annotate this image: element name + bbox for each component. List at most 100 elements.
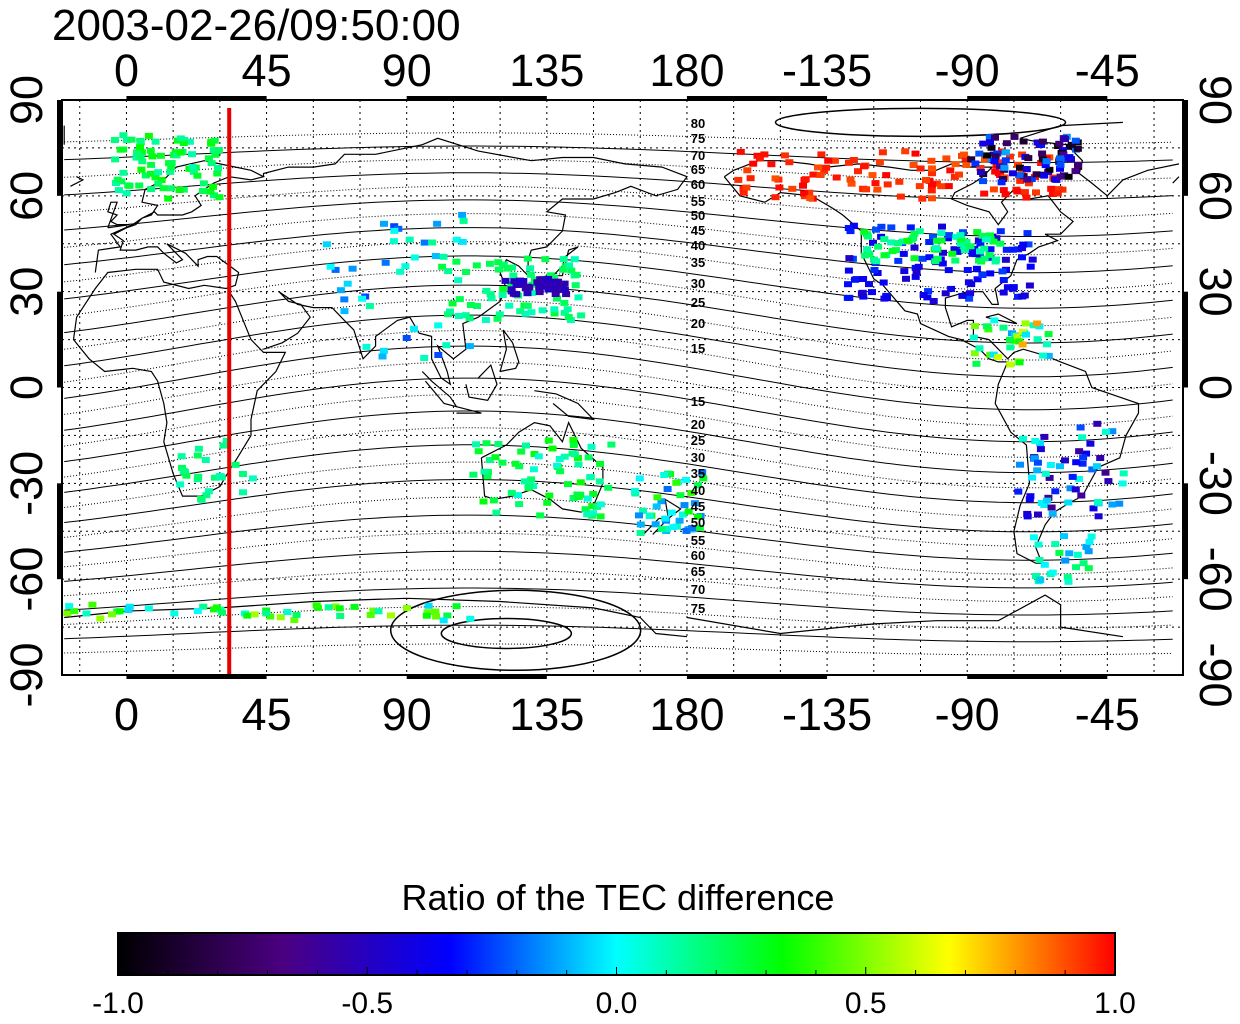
tec-pixel	[989, 238, 998, 245]
tec-pixel	[788, 185, 797, 192]
tec-pixel	[489, 497, 498, 504]
tec-pixel	[849, 222, 858, 229]
tec-pixel	[942, 155, 951, 162]
frame-bar-top	[967, 96, 1108, 101]
contour-line	[64, 314, 1173, 378]
contour-line	[64, 361, 1173, 427]
tec-pixel	[574, 461, 583, 468]
tec-pixel	[865, 251, 874, 258]
tec-pixel	[1003, 284, 1012, 291]
tec-pixel	[1048, 191, 1057, 197]
tec-pixel	[1079, 560, 1088, 567]
tec-pixel	[879, 279, 888, 286]
frame-tick-bars	[57, 96, 1188, 679]
tec-pixel	[682, 527, 691, 534]
tec-pixel	[154, 180, 163, 187]
tec-pixel	[1096, 455, 1105, 461]
tec-pixel	[194, 473, 203, 480]
tec-pixel	[931, 258, 940, 265]
tec-pixel	[188, 164, 197, 170]
tec-pixel	[1016, 461, 1024, 468]
tec-pixel	[583, 511, 592, 518]
contour-line	[64, 227, 1173, 274]
tec-pixel	[379, 347, 388, 354]
bottom-lon-tick-label: -90	[935, 689, 1000, 740]
tec-pixel	[564, 481, 572, 488]
tec-pixel	[1034, 541, 1043, 548]
colorbar-tick-label: -1.0	[92, 987, 144, 1020]
tec-pixel	[1030, 455, 1039, 462]
contour-label-north: 60	[691, 177, 705, 192]
tec-pixel	[662, 525, 671, 532]
tec-pixel	[937, 230, 946, 237]
coastline	[72, 160, 287, 497]
tec-pixel	[505, 302, 514, 309]
contour-line	[64, 427, 1173, 489]
tec-pixel	[910, 244, 919, 251]
tec-pixel	[122, 190, 131, 197]
left-lat-tick-label: -60	[1, 547, 52, 612]
tec-pixel	[780, 152, 789, 159]
tec-pixel	[209, 183, 217, 190]
contour-line	[64, 199, 1173, 237]
tec-pixel	[1078, 460, 1087, 467]
tec-pixel	[523, 255, 532, 262]
contour-line	[64, 461, 1173, 518]
tec-pixel	[185, 138, 194, 145]
tec-pixel	[1037, 500, 1046, 506]
tec-pixel	[420, 355, 429, 361]
tec-pixel	[1006, 344, 1015, 351]
tec-pixel	[895, 178, 904, 185]
contour-label-south: 30	[691, 450, 705, 465]
tec-pixel	[844, 267, 853, 274]
tec-pixel	[851, 276, 859, 283]
tec-pixel	[901, 148, 910, 155]
tec-pixel	[498, 459, 507, 466]
left-lat-tick-label: 0	[1, 375, 52, 400]
tec-pixel	[572, 271, 581, 278]
tec-pixel	[1093, 420, 1102, 427]
tec-pixel	[1006, 153, 1014, 160]
tec-pixel	[493, 315, 502, 322]
tec-pixel	[461, 312, 470, 319]
tec-pixel	[1019, 435, 1027, 442]
tec-pixel	[667, 509, 676, 516]
contour-line	[64, 255, 1173, 309]
tec-pixel	[1040, 433, 1049, 440]
tec-pixel	[1102, 428, 1110, 435]
tec-pixel	[552, 287, 561, 294]
right-lat-tick-label: 60	[1190, 171, 1240, 221]
tec-pixel	[581, 506, 590, 513]
tec-pixel	[188, 151, 196, 158]
tec-pixel	[396, 268, 405, 275]
tec-pixel	[124, 607, 133, 614]
tec-pixel	[538, 307, 547, 314]
tec-pixel	[494, 441, 503, 447]
coastline	[107, 201, 130, 229]
tec-pixel	[880, 236, 889, 243]
tec-pixel	[956, 232, 965, 239]
tec-pixel	[560, 453, 569, 460]
tec-pixel	[1052, 176, 1061, 183]
tec-pixel	[292, 611, 301, 618]
tec-pixel	[560, 309, 569, 316]
tec-pixel	[925, 254, 934, 261]
tec-pixel	[899, 250, 908, 257]
contour-line	[64, 550, 1173, 589]
tec-pixel	[410, 254, 419, 261]
tec-pixel	[167, 163, 176, 170]
tec-pixel	[262, 610, 271, 617]
tec-pixel	[960, 246, 969, 253]
tec-pixel	[1022, 166, 1031, 172]
tec-pixel	[136, 153, 145, 160]
contour-line	[64, 269, 1173, 327]
tec-pixel	[1001, 256, 1010, 263]
tec-pixel	[485, 457, 494, 463]
tec-pixel	[127, 136, 136, 143]
tec-pixel	[878, 149, 887, 156]
tec-pixel	[276, 614, 285, 621]
tec-pixel	[543, 499, 552, 506]
tec-pixel	[653, 494, 662, 501]
tec-pixel	[938, 223, 946, 230]
tec-pixel	[465, 343, 474, 350]
